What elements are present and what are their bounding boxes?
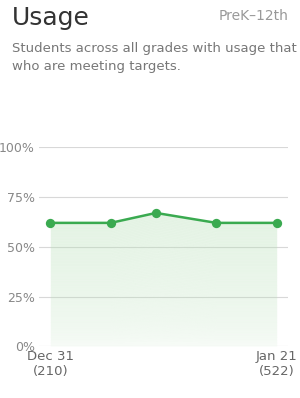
Text: Students across all grades with usage that week
who are meeting targets.: Students across all grades with usage th… [12,42,300,73]
Point [108,220,113,226]
Point [274,220,279,226]
Point [48,220,53,226]
Point [154,210,158,216]
Text: Usage: Usage [12,6,90,30]
Text: PreK–12th: PreK–12th [218,9,288,23]
Point [214,220,219,226]
